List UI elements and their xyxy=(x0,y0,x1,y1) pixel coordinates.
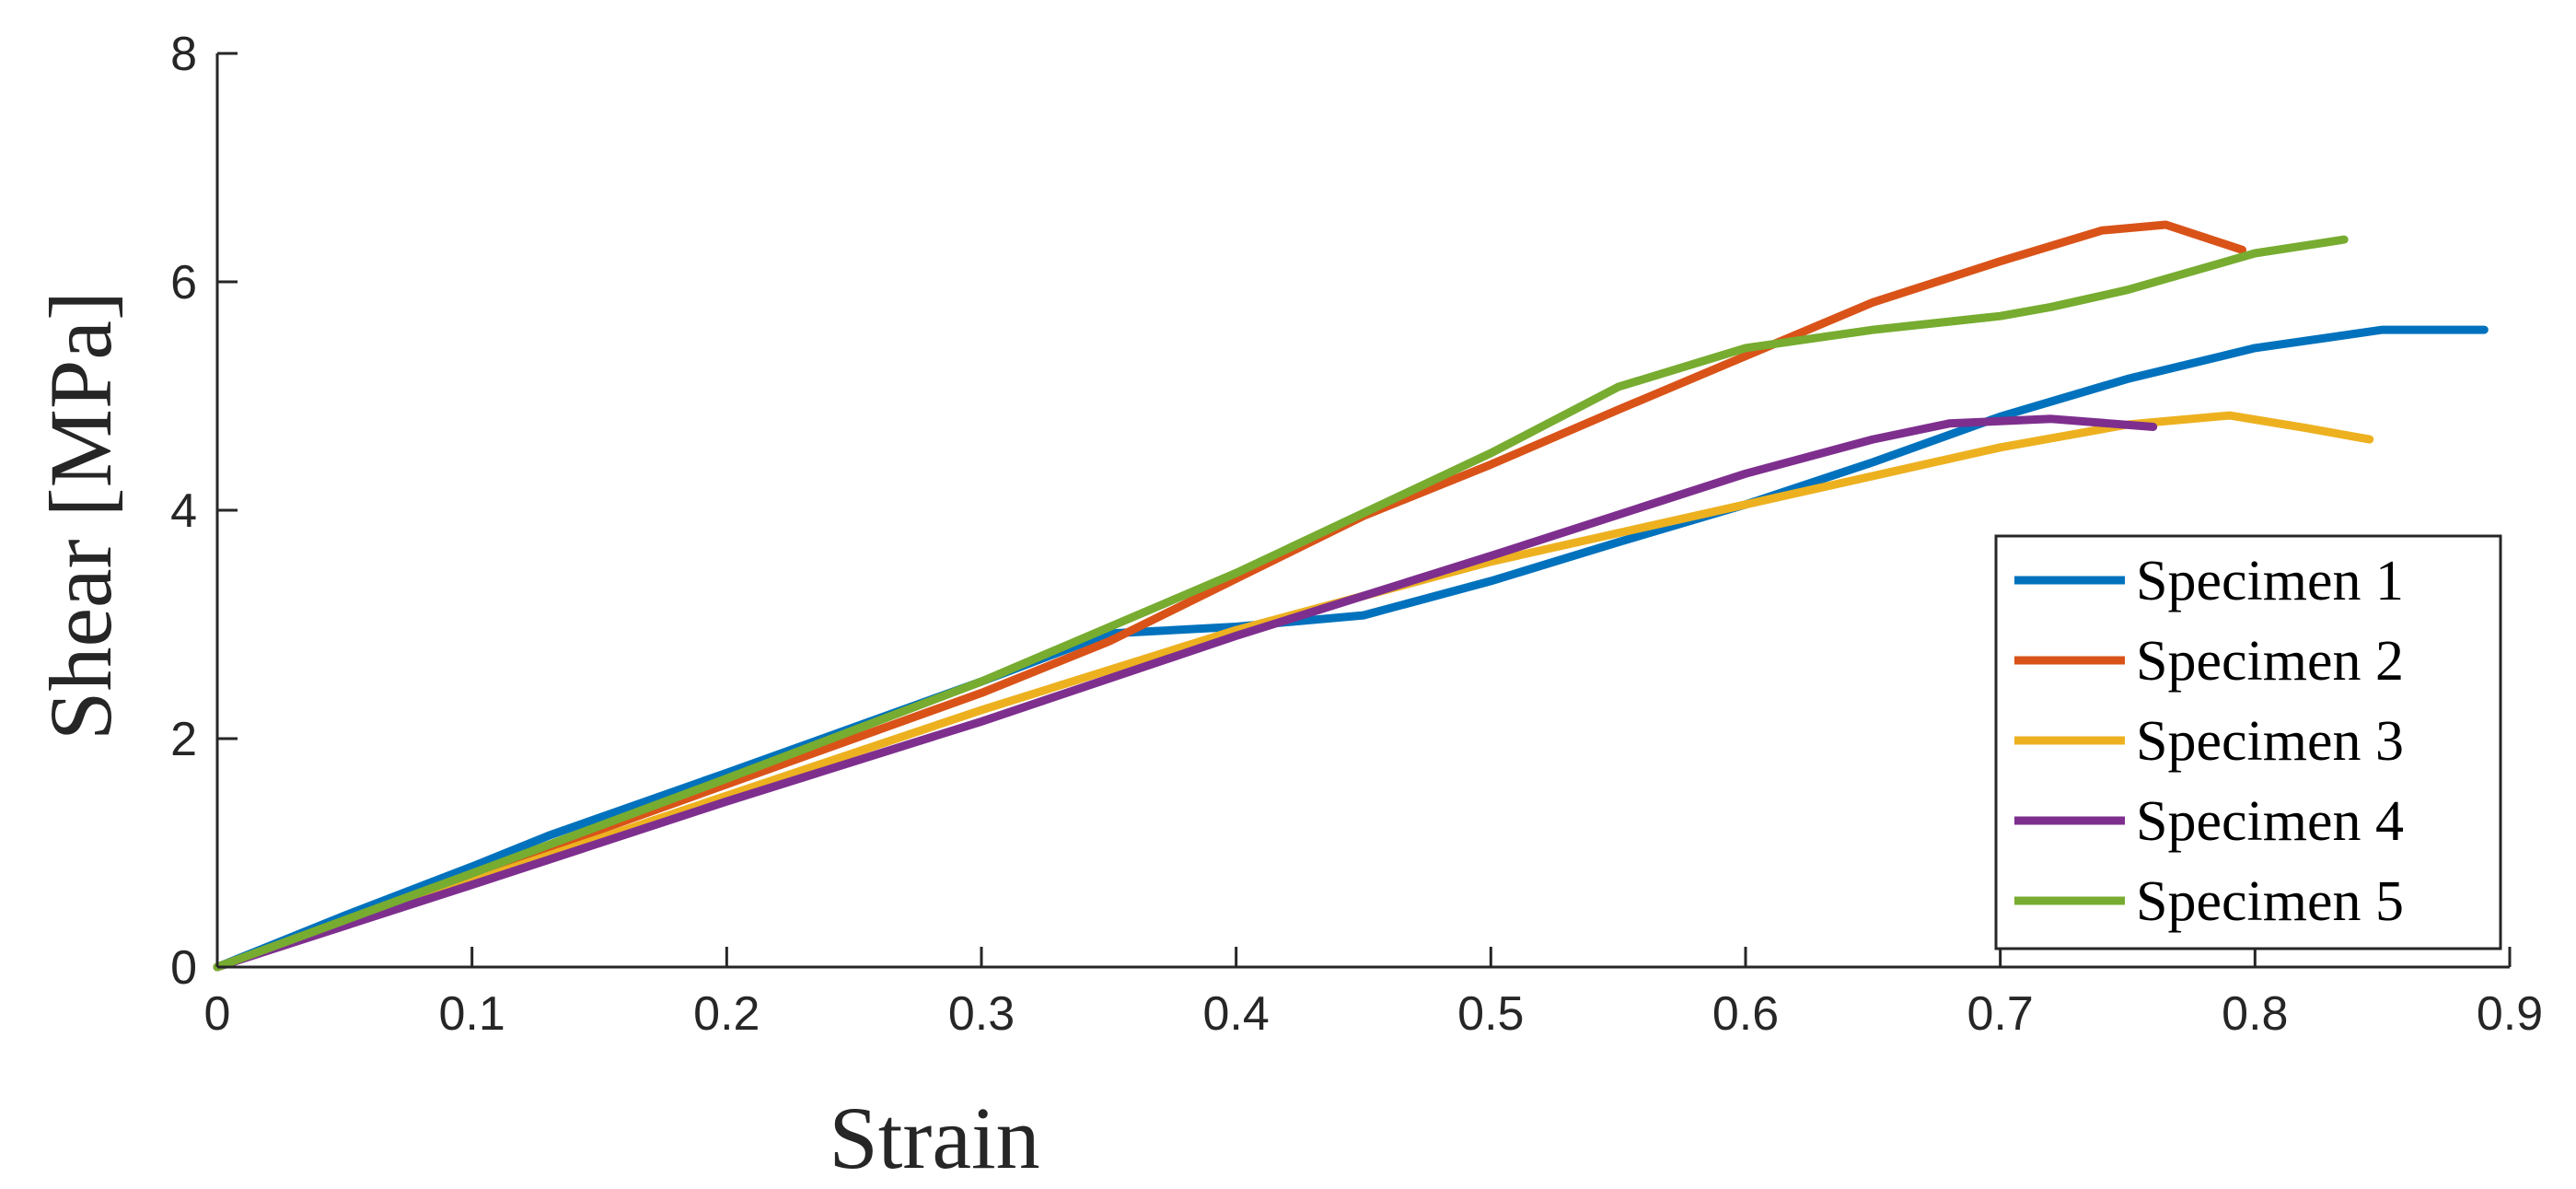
y-tick-label: 0 xyxy=(170,941,197,995)
y-ticks: 0 2 4 6 8 xyxy=(170,28,238,995)
y-tick-label: 2 xyxy=(170,713,197,766)
y-tick-label: 4 xyxy=(170,484,197,538)
series-line-specimen-3 xyxy=(213,411,2374,972)
x-tick-label: 0.1 xyxy=(439,987,505,1041)
series-line-specimen-1 xyxy=(213,325,2489,972)
x-tick-label: 0.5 xyxy=(1457,987,1524,1041)
y-tick-label: 8 xyxy=(170,28,197,81)
x-tick-label: 0.8 xyxy=(2222,987,2288,1041)
x-axis-title: Strain xyxy=(829,1089,1039,1187)
legend-label-specimen-2: Specimen 2 xyxy=(2136,630,2404,693)
series-line-specimen-2 xyxy=(213,220,2246,972)
legend: Specimen 1 Specimen 2 Specimen 3 Specimen 4… xyxy=(1994,534,2502,950)
x-tick-label: 0.9 xyxy=(2477,987,2543,1041)
x-tick-label: 0.3 xyxy=(948,987,1015,1041)
legend-label-specimen-3: Specimen 3 xyxy=(2136,710,2404,773)
y-axis-title: Shear [MPa] xyxy=(31,291,130,740)
x-tick-label: 0 xyxy=(204,987,231,1041)
series-line-specimen-5 xyxy=(213,235,2349,972)
legend-label-specimen-1: Specimen 1 xyxy=(2136,550,2404,612)
legend-label-specimen-4: Specimen 4 xyxy=(2136,790,2404,853)
x-tick-label: 0.4 xyxy=(1203,987,1270,1041)
y-tick-label: 6 xyxy=(170,256,197,309)
x-tick-label: 0.6 xyxy=(1712,987,1779,1041)
x-tick-label: 0.2 xyxy=(693,987,760,1041)
legend-label-specimen-5: Specimen 5 xyxy=(2136,870,2404,933)
plot-lines xyxy=(213,220,2489,972)
x-tick-label: 0.7 xyxy=(1967,987,2034,1041)
series-line-specimen-4 xyxy=(213,414,2158,972)
x-ticks: 0 0.1 0.2 0.3 0.4 0.5 0.6 0.7 0.8 0.9 xyxy=(204,947,2543,1041)
